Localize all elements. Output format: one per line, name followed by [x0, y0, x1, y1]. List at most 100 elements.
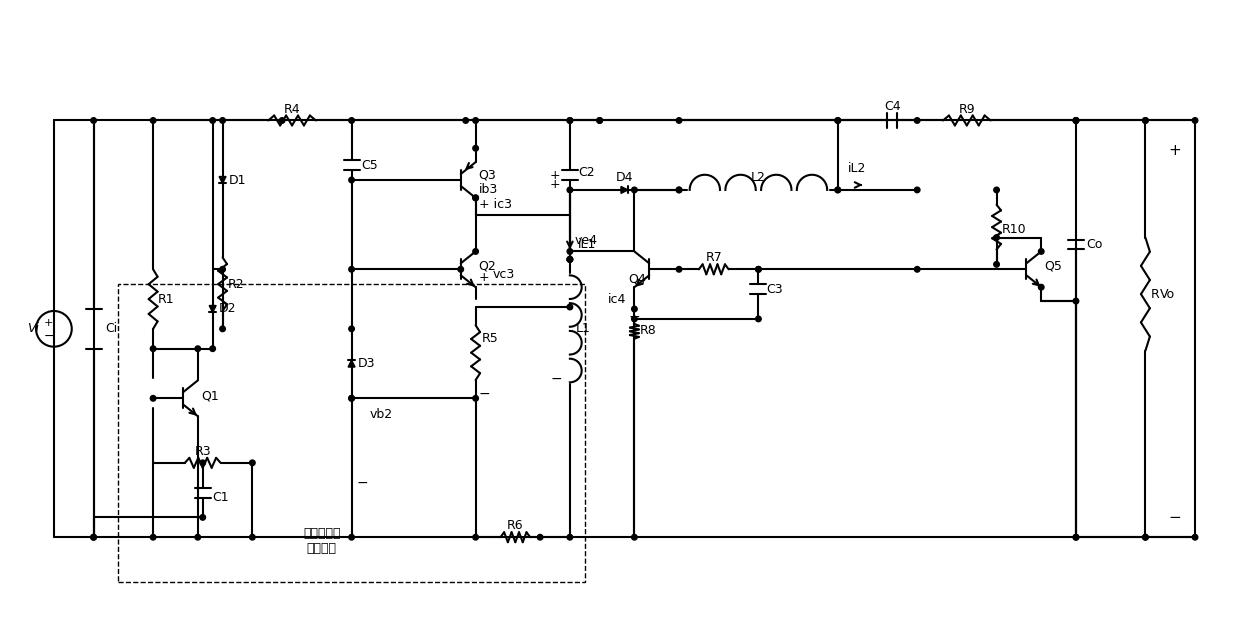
Text: vc3: vc3 — [492, 268, 514, 281]
Text: D4: D4 — [616, 171, 633, 184]
Circle shape — [567, 117, 572, 123]
Circle shape — [676, 117, 681, 123]
Circle shape — [567, 256, 572, 262]
Text: R9: R9 — [959, 103, 975, 116]
Text: C2: C2 — [577, 166, 595, 179]
Circle shape — [195, 535, 201, 540]
Circle shape — [756, 266, 761, 272]
Text: +: + — [478, 271, 489, 284]
Circle shape — [567, 256, 572, 262]
Circle shape — [249, 535, 255, 540]
Text: +: + — [45, 318, 53, 328]
Text: iL2: iL2 — [847, 162, 866, 175]
Circle shape — [150, 117, 156, 123]
Text: vb2: vb2 — [369, 408, 393, 421]
Circle shape — [473, 117, 478, 123]
Text: + ic3: + ic3 — [478, 198, 512, 211]
Text: R2: R2 — [228, 277, 244, 290]
Text: R7: R7 — [705, 252, 722, 265]
Circle shape — [676, 187, 681, 193]
Circle shape — [458, 266, 463, 272]
Circle shape — [473, 195, 478, 201]
Circle shape — [209, 346, 216, 352]
Circle shape — [1073, 535, 1079, 540]
Circle shape — [473, 535, 478, 540]
Circle shape — [1073, 535, 1079, 540]
Circle shape — [349, 266, 354, 272]
Circle shape — [538, 535, 543, 540]
Circle shape — [567, 117, 572, 123]
Text: +: + — [549, 169, 560, 182]
Text: Vo: Vo — [1160, 287, 1176, 300]
Text: +: + — [549, 179, 560, 192]
Circle shape — [632, 316, 637, 322]
Circle shape — [90, 535, 97, 540]
Circle shape — [219, 266, 225, 272]
Circle shape — [1073, 298, 1079, 304]
Text: C4: C4 — [885, 99, 901, 112]
Circle shape — [835, 187, 840, 193]
Text: Ci: Ci — [105, 323, 118, 336]
Circle shape — [249, 460, 255, 465]
Circle shape — [1038, 248, 1044, 254]
Circle shape — [567, 248, 572, 254]
Circle shape — [199, 515, 206, 520]
Circle shape — [349, 326, 354, 332]
Text: C1: C1 — [213, 491, 229, 504]
Circle shape — [676, 187, 681, 193]
Text: R4: R4 — [284, 103, 300, 116]
Circle shape — [1142, 535, 1149, 540]
Text: R6: R6 — [507, 519, 524, 532]
Bar — [119, 284, 585, 582]
Circle shape — [632, 535, 637, 540]
Circle shape — [349, 177, 354, 183]
Text: iL1: iL1 — [577, 238, 596, 251]
Circle shape — [1073, 117, 1079, 123]
Circle shape — [1192, 535, 1198, 540]
Text: C5: C5 — [362, 159, 378, 172]
Circle shape — [1142, 535, 1149, 540]
Text: R8: R8 — [639, 324, 657, 337]
Polygon shape — [621, 187, 628, 193]
Text: Q1: Q1 — [201, 390, 218, 403]
Circle shape — [279, 117, 285, 123]
Circle shape — [150, 396, 156, 401]
Text: L2: L2 — [751, 171, 766, 184]
Circle shape — [209, 117, 216, 123]
Circle shape — [349, 396, 354, 401]
Text: Vi: Vi — [27, 323, 38, 336]
Text: −: − — [1168, 510, 1182, 525]
Circle shape — [632, 307, 637, 311]
Circle shape — [994, 187, 1000, 193]
Text: Q3: Q3 — [478, 169, 497, 182]
Circle shape — [632, 187, 637, 193]
Text: Co: Co — [1085, 238, 1103, 251]
Circle shape — [473, 145, 478, 151]
Text: Q4: Q4 — [628, 273, 647, 286]
Circle shape — [1073, 117, 1079, 123]
Text: Q5: Q5 — [1044, 260, 1062, 273]
Circle shape — [756, 316, 761, 322]
Circle shape — [219, 117, 225, 123]
Text: −: − — [43, 330, 55, 343]
Circle shape — [676, 266, 681, 272]
Circle shape — [835, 187, 840, 193]
Text: ic4: ic4 — [608, 292, 627, 305]
Circle shape — [835, 117, 840, 123]
Text: D2: D2 — [218, 302, 237, 316]
Circle shape — [1038, 284, 1044, 290]
Circle shape — [1192, 117, 1198, 123]
Text: ib3: ib3 — [478, 184, 498, 197]
Circle shape — [150, 346, 156, 352]
Text: −: − — [357, 476, 368, 489]
Circle shape — [199, 460, 206, 465]
Text: R10: R10 — [1001, 223, 1026, 236]
Circle shape — [1073, 117, 1079, 123]
Text: R: R — [1150, 287, 1160, 300]
Text: R5: R5 — [482, 332, 498, 345]
Circle shape — [463, 117, 468, 123]
Circle shape — [349, 535, 354, 540]
Circle shape — [567, 187, 572, 193]
Circle shape — [567, 256, 572, 262]
Text: C3: C3 — [767, 282, 783, 295]
